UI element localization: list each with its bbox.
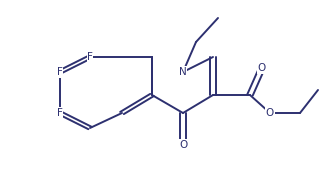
Text: O: O xyxy=(266,108,274,118)
Text: F: F xyxy=(57,108,63,118)
Text: O: O xyxy=(258,63,266,73)
Text: O: O xyxy=(179,140,187,150)
Text: F: F xyxy=(87,52,93,62)
Text: F: F xyxy=(57,67,63,77)
Text: N: N xyxy=(179,67,187,77)
